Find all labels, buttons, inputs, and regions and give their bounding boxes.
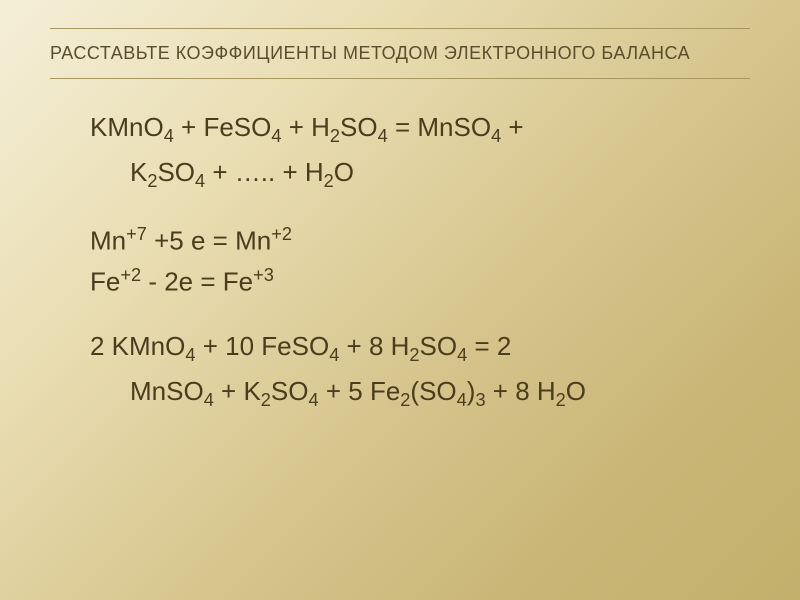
- slide-container: РАССТАВЬТЕ КОЭФФИЦИЕНТЫ МЕТОДОМ ЭЛЕКТРОН…: [0, 0, 800, 600]
- half-reactions: Mn+7 +5 e = Mn+2 Fe+2 - 2e = Fe+3: [90, 222, 750, 300]
- balanced-equation: 2 KMnO4 + 10 FeSO4 + 8 H2SO4 = 2 MnSO4 +…: [90, 328, 750, 413]
- title-bar: РАССТАВЬТЕ КОЭФФИЦИЕНТЫ МЕТОДОМ ЭЛЕКТРОН…: [50, 28, 750, 79]
- unbalanced-equation: KMnO4 + FeSO4 + H2SO4 = MnSO4 + K2SO4 + …: [90, 109, 750, 194]
- mn-half-reaction: Mn+7 +5 e = Mn+2: [90, 222, 750, 259]
- slide-content: KMnO4 + FeSO4 + H2SO4 = MnSO4 + K2SO4 + …: [50, 109, 750, 414]
- balanced-line-1: 2 KMnO4 + 10 FeSO4 + 8 H2SO4 = 2: [90, 328, 750, 369]
- slide-title: РАССТАВЬТЕ КОЭФФИЦИЕНТЫ МЕТОДОМ ЭЛЕКТРОН…: [50, 43, 750, 64]
- fe-half-reaction: Fe+2 - 2e = Fe+3: [90, 263, 750, 300]
- balanced-line-2: MnSO4 + K2SO4 + 5 Fe2(SO4)3 + 8 H2O: [90, 373, 750, 414]
- equation-line-2: K2SO4 + ….. + H2O: [90, 154, 750, 195]
- equation-line-1: KMnO4 + FeSO4 + H2SO4 = MnSO4 +: [90, 109, 750, 150]
